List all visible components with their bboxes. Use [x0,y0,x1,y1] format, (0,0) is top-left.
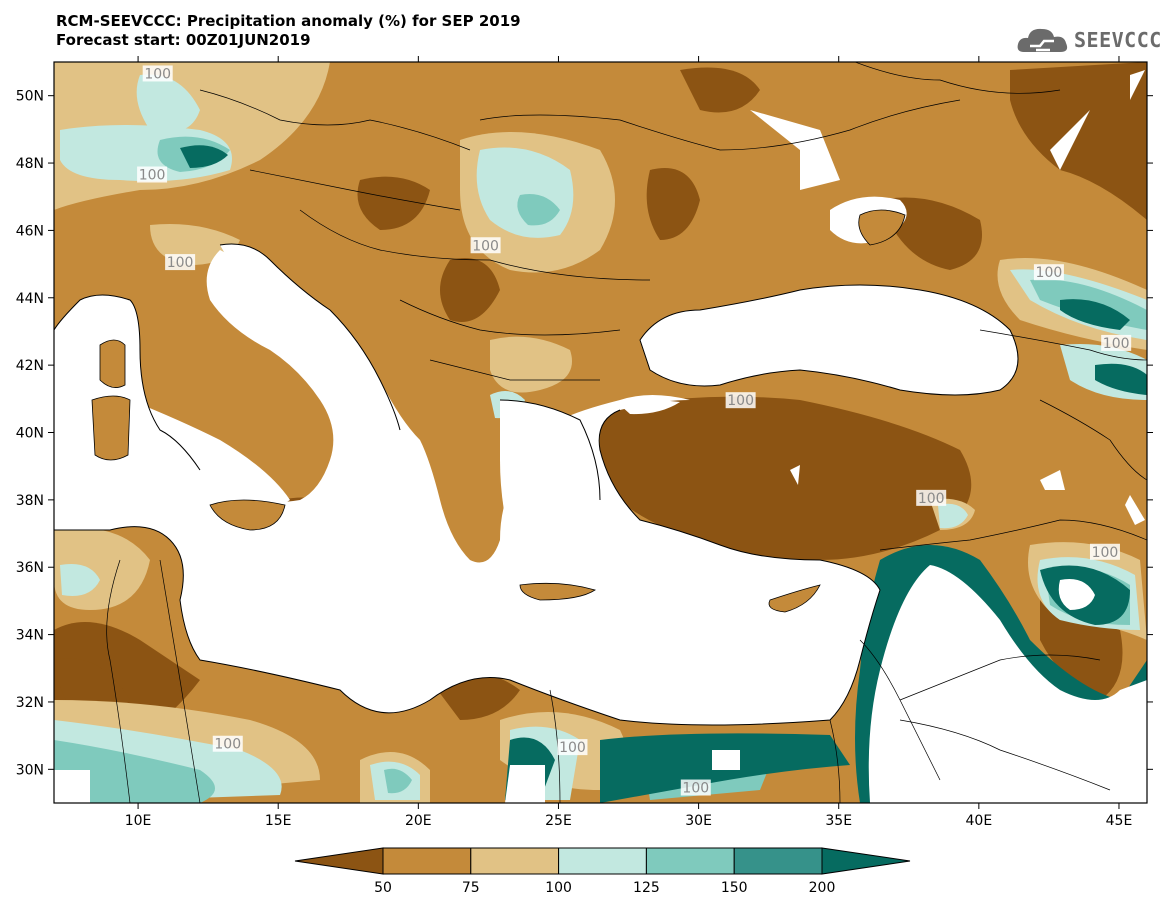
cyprus [768,584,821,613]
title-line-2: Forecast start: 00Z01JUN2019 [56,31,311,49]
lat-tick-label: 50N [16,89,44,105]
colorbar-label: 100 [545,880,572,896]
lon-tick-label: 25E [545,813,572,829]
colorbar-label: 200 [809,880,836,896]
contour-label: 100 [1092,545,1119,561]
title-line-1: RCM-SEEVCCC: Precipitation anomaly (%) f… [56,12,521,30]
contour-label: 100 [1103,336,1130,352]
contour-label-bg [680,779,711,796]
contour-label-bg [137,166,168,183]
lat-tick-label: 38N [16,493,44,509]
colorbar-segment [382,847,472,875]
colorbar-segment [470,847,560,875]
contour-label: 100 [918,491,945,507]
lon-tick-label: 40E [966,813,993,829]
colorbar-label: 75 [462,880,480,896]
lat-tick-label: 44N [16,291,44,307]
contour-label-bg [1101,334,1132,351]
colorbar: 50 75 100 125 150 200 [294,847,911,896]
contour-label-bg [470,237,501,254]
lon-tick-label: 35E [825,813,852,829]
contour-label-bg [212,735,243,752]
lon-tick-label: 15E [265,813,292,829]
contour-label: 100 [144,66,171,82]
contour-label: 100 [139,168,166,184]
colorbar-label: 150 [721,880,748,896]
contour-labels: 100 100 100 100 100 100 100 100 100 100 100 100 [137,65,1132,797]
contour-label: 100 [682,781,709,797]
crete [519,582,596,601]
lat-tick-label: 36N [16,560,44,576]
sardinia [91,395,131,461]
contour-label-bg [165,254,196,271]
colorbar-segment [733,847,823,875]
lat-tick-label: 46N [16,223,44,239]
longitude-axis: 10E 15E 20E 25E 30E 35E 40E 45E [125,56,1133,829]
contour-label-bg [725,392,756,409]
masked-area [54,70,1147,803]
colorbar-high-extension [821,847,911,875]
coastlines [54,243,1019,726]
contour-label-bg [557,739,588,756]
map-field [54,62,1147,803]
latitude-axis: 50N 48N 46N 44N 42N 40N 38N 36N 34N 32N 30N [16,89,1153,778]
sicily [209,499,286,531]
contour-label-bg [916,489,947,506]
contour-label: 100 [1036,265,1063,281]
lon-tick-label: 10E [125,813,152,829]
lon-tick-label: 30E [685,813,712,829]
seevccc-logo: SEEVCCC [1016,24,1161,56]
contour-label-bg [142,65,173,82]
colorbar-low-extension [294,847,384,875]
logo-text: SEEVCCC [1074,28,1162,52]
lon-tick-label: 20E [405,813,432,829]
contour-label-bg [1033,264,1064,281]
cloud-icon [1017,28,1068,52]
lat-tick-label: 34N [16,628,44,644]
contour-label-bg [1089,543,1120,560]
contour-label: 100 [727,393,754,409]
corsica [99,339,126,388]
sea-areas [54,196,1018,725]
figure-title: RCM-SEEVCCC: Precipitation anomaly (%) f… [56,12,521,50]
crimea [858,209,906,246]
colorbar-segment [558,847,647,875]
islands [91,209,906,613]
colorbar-label: 50 [374,880,392,896]
lat-tick-label: 40N [16,426,44,442]
contour-label: 100 [472,238,499,254]
contour-label: 100 [167,255,194,271]
lat-tick-label: 42N [16,358,44,374]
lat-tick-label: 30N [16,762,44,778]
colorbar-segment [645,847,735,875]
contour-label: 100 [214,737,241,753]
lon-tick-label: 45E [1106,813,1133,829]
lat-tick-label: 32N [16,695,44,711]
colorbar-label: 125 [633,880,660,896]
contour-label: 100 [559,740,586,756]
lat-tick-label: 48N [16,156,44,172]
